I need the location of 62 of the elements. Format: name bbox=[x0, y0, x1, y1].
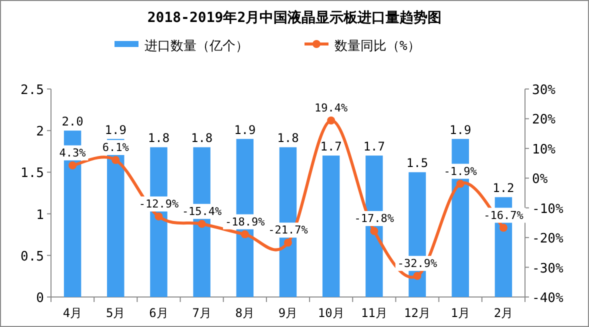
data-label: 1.9 bbox=[450, 122, 472, 137]
x-tick-label: 8月 bbox=[235, 306, 255, 320]
x-tick-label: 6月 bbox=[149, 306, 168, 320]
y2-tick-label: 20% bbox=[532, 112, 556, 128]
y2-tick-label: 10% bbox=[532, 142, 556, 158]
data-label: 1.9 bbox=[234, 122, 256, 137]
data-label: 1.8 bbox=[148, 131, 170, 146]
point bbox=[413, 272, 422, 280]
y2-tick-label: -10% bbox=[532, 202, 564, 217]
y2-tick-label: -30% bbox=[532, 261, 564, 276]
legend-label: 进口数量（亿个） bbox=[144, 39, 248, 54]
point bbox=[499, 224, 508, 232]
point bbox=[327, 116, 336, 124]
y-tick-label: 2.5 bbox=[20, 83, 44, 98]
y2-tick-label: 0% bbox=[532, 172, 548, 188]
data-label: 1.5 bbox=[406, 156, 428, 170]
data-label: 1.9 bbox=[104, 122, 126, 137]
data-label: 19.4% bbox=[314, 101, 348, 114]
y-tick-label: 1.5 bbox=[20, 166, 44, 182]
x-tick-label: 1月 bbox=[450, 306, 470, 320]
data-label: 1.2 bbox=[492, 181, 514, 196]
point bbox=[456, 180, 464, 188]
y2-tick-label: -20% bbox=[532, 232, 564, 247]
chart-title: 2018-2019年2月中国液晶显示板进口量趋势图 bbox=[147, 9, 442, 26]
point bbox=[370, 227, 378, 236]
y-tick-label: 1 bbox=[36, 208, 44, 223]
x-tick-label: 4月 bbox=[62, 306, 82, 320]
x-tick-label: 10月 bbox=[318, 306, 344, 320]
y-tick-label: 0.5 bbox=[20, 249, 44, 264]
x-tick-label: 12月 bbox=[404, 306, 430, 320]
data-label: -1.9% bbox=[444, 164, 478, 178]
x-tick-label: 5月 bbox=[106, 306, 126, 320]
point bbox=[284, 238, 292, 247]
point bbox=[112, 156, 120, 164]
data-label: 1.7 bbox=[363, 140, 386, 154]
y2-tick-label: -40% bbox=[532, 291, 564, 306]
point bbox=[68, 161, 77, 170]
y-tick-label: 2 bbox=[36, 124, 44, 140]
data-label: 1.7 bbox=[320, 140, 342, 154]
data-label: -16.7% bbox=[484, 208, 524, 222]
data-label: 1.8 bbox=[277, 131, 299, 146]
x-tick-label: 7月 bbox=[192, 306, 212, 320]
data-label: -17.8% bbox=[354, 212, 394, 226]
data-label: 2.0 bbox=[62, 114, 84, 129]
point bbox=[240, 230, 249, 238]
data-label: -21.7% bbox=[268, 224, 308, 237]
x-tick-label: 9月 bbox=[278, 306, 298, 320]
data-label: -18.9% bbox=[225, 215, 266, 228]
x-tick-label: 2月 bbox=[494, 306, 514, 320]
data-label: -32.9% bbox=[397, 256, 438, 270]
y2-tick-label: 30% bbox=[532, 83, 556, 98]
y-tick-label: 0 bbox=[36, 291, 44, 306]
point bbox=[198, 220, 206, 228]
data-label: -12.9% bbox=[138, 197, 179, 210]
bar bbox=[322, 156, 340, 297]
x-tick-label: 11月 bbox=[360, 306, 388, 320]
data-label: -15.4% bbox=[182, 204, 222, 218]
data-label: 6.1% bbox=[102, 141, 130, 154]
legend-label: 数量同比（%） bbox=[334, 39, 420, 54]
point bbox=[154, 212, 163, 220]
data-label: 4.3% bbox=[59, 146, 86, 160]
data-label: 1.8 bbox=[190, 131, 213, 146]
